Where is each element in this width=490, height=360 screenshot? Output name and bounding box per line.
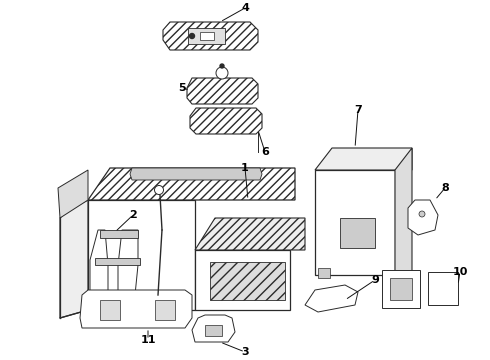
Ellipse shape — [220, 64, 224, 68]
Text: 7: 7 — [354, 105, 362, 115]
Polygon shape — [130, 168, 262, 180]
Text: 10: 10 — [452, 267, 467, 277]
Polygon shape — [315, 170, 395, 275]
Polygon shape — [305, 285, 358, 312]
Polygon shape — [88, 168, 295, 200]
Polygon shape — [382, 270, 420, 308]
Text: 8: 8 — [441, 183, 449, 193]
Text: 6: 6 — [261, 147, 269, 157]
Polygon shape — [90, 230, 108, 298]
Text: 5: 5 — [178, 83, 186, 93]
Text: 2: 2 — [129, 210, 137, 220]
Polygon shape — [428, 272, 458, 305]
Polygon shape — [195, 250, 290, 310]
Polygon shape — [80, 290, 192, 328]
Polygon shape — [58, 170, 88, 218]
Polygon shape — [340, 218, 375, 248]
Polygon shape — [205, 325, 222, 336]
Ellipse shape — [419, 211, 425, 217]
Text: 1: 1 — [241, 163, 249, 173]
Polygon shape — [318, 268, 330, 278]
Polygon shape — [163, 22, 258, 50]
Polygon shape — [155, 300, 175, 320]
Polygon shape — [395, 148, 412, 275]
Text: 9: 9 — [371, 275, 379, 285]
Polygon shape — [390, 278, 412, 300]
Polygon shape — [188, 28, 225, 44]
Polygon shape — [60, 200, 88, 318]
Ellipse shape — [190, 33, 195, 39]
Polygon shape — [190, 108, 262, 134]
Polygon shape — [95, 258, 140, 265]
Ellipse shape — [154, 185, 164, 194]
Polygon shape — [88, 200, 195, 310]
Text: 4: 4 — [241, 3, 249, 13]
Text: 3: 3 — [241, 347, 249, 357]
Polygon shape — [315, 148, 412, 170]
Polygon shape — [192, 315, 235, 342]
Polygon shape — [210, 262, 285, 300]
Polygon shape — [100, 230, 138, 238]
Ellipse shape — [216, 67, 228, 79]
Text: 11: 11 — [140, 335, 156, 345]
Polygon shape — [187, 78, 258, 104]
Polygon shape — [195, 218, 305, 250]
Polygon shape — [200, 32, 214, 40]
Polygon shape — [408, 200, 438, 235]
Polygon shape — [100, 300, 120, 320]
Polygon shape — [118, 230, 138, 298]
